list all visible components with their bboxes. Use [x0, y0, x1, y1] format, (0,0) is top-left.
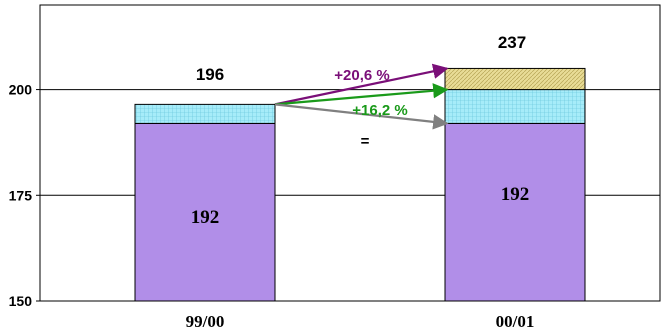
change-arrow: [274, 63, 449, 106]
bar-segment-00-01-1: [444, 89, 586, 124]
change-arrow: [274, 83, 449, 106]
x-category-label: 99/00: [186, 312, 225, 331]
bar-segment-99-00-0: [134, 122, 276, 302]
segment-labels: 192 192: [191, 184, 530, 228]
total-label: 237: [498, 33, 526, 52]
bars: [134, 67, 586, 302]
x-category-label: 00/01: [496, 312, 535, 331]
arrows: [274, 63, 449, 130]
total-label: 196: [196, 65, 224, 84]
segment-value-label: 192: [501, 184, 530, 205]
change-annotation: +20,6 %: [334, 67, 389, 84]
y-tick-label: 150: [9, 293, 33, 309]
bar-segment-99-00-1: [134, 103, 276, 124]
bar-segment-00-01-2: [444, 67, 586, 91]
change-arrow: [274, 103, 449, 130]
segment-value-label: 192: [191, 207, 220, 228]
bar-segment-00-01-0: [444, 122, 586, 302]
plot-frame: [39, 4, 661, 302]
y-axis-ticks: 150 175 200: [9, 82, 40, 309]
y-tick-label: 200: [9, 82, 33, 98]
total-labels: 196 237: [196, 33, 526, 84]
change-annotation: +16,2 %: [352, 102, 407, 119]
y-tick-label: 175: [9, 187, 33, 203]
x-axis-labels: 99/00 00/01: [186, 312, 535, 331]
change-annotation: =: [361, 133, 370, 150]
annotations: +20,6 % +16,2 % =: [334, 67, 407, 150]
